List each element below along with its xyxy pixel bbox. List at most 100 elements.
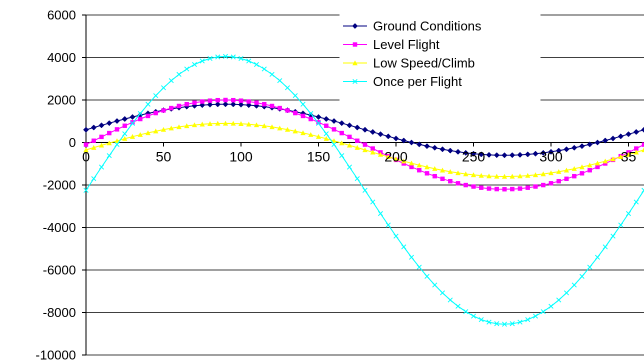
data-point [401,161,406,166]
data-point [246,58,252,64]
data-point [114,118,120,124]
data-point [122,123,127,128]
legend-label: Level Flight [373,37,440,52]
data-point [238,98,244,103]
data-point [160,85,167,91]
data-point [246,99,251,104]
data-point [618,154,624,160]
data-point [339,153,345,159]
data-point [145,130,151,136]
data-point [563,167,570,173]
data-point [439,146,446,153]
data-point [98,164,105,170]
data-point [478,172,484,178]
data-point [176,71,182,77]
data-point [448,178,453,184]
data-point [222,120,229,126]
data-point [222,53,229,59]
data-point [269,71,275,77]
data-point [277,125,283,131]
data-point [432,166,438,171]
data-point [641,187,644,193]
data-point [548,181,554,186]
data-point [463,182,468,188]
data-point [572,173,577,179]
data-point [463,171,469,177]
data-point [323,136,329,141]
data-point [315,134,322,139]
data-point [532,150,539,157]
data-point [207,98,213,103]
data-point [106,153,112,159]
data-point [610,156,616,162]
data-point [617,133,624,140]
data-point [106,140,112,146]
data-point [385,133,392,140]
legend-marker [352,78,358,85]
data-point [579,171,585,176]
data-point [641,142,644,147]
data-point [571,144,578,151]
data-point [509,152,516,159]
y-tick-label: 2000 [47,93,76,108]
data-point [625,131,632,138]
data-point [145,101,151,107]
data-point [354,124,361,131]
data-point [191,61,198,68]
data-point [362,142,368,147]
data-point [455,303,461,309]
data-point [99,134,104,140]
data-point [362,147,368,153]
data-point [122,136,128,141]
data-point [447,169,453,174]
data-point [455,148,461,155]
data-point [230,54,236,60]
data-point [106,120,113,127]
data-point [540,309,546,315]
data-point [563,290,570,296]
legend-label: Once per Flight [373,74,462,89]
data-point [501,173,508,179]
data-point [261,66,267,72]
data-point [230,101,237,108]
data-point [300,113,306,119]
data-point [83,126,89,133]
data-point [634,146,639,151]
data-point [284,85,291,91]
data-point [502,187,507,192]
data-point [548,148,554,155]
data-point [470,313,477,319]
data-point [191,122,198,128]
data-point [501,321,508,327]
data-point [246,121,252,127]
data-point [168,78,174,84]
data-point [130,120,135,125]
data-point [362,126,368,133]
data-point [169,105,174,111]
data-point [408,139,415,146]
legend-item: Low Speed/Climb [343,56,475,71]
data-point [541,182,546,188]
data-point [393,135,399,142]
data-point [432,282,438,288]
legend-item: Level Flight [343,37,440,52]
data-point [300,130,306,136]
data-point [199,121,205,127]
y-tick-label: -8000 [43,305,76,320]
data-point [269,124,275,130]
series-lines [83,53,644,327]
data-point [524,151,531,158]
data-point [292,128,298,134]
data-point [479,185,484,190]
data-point [431,144,438,151]
data-point [393,233,399,239]
data-point [230,120,236,126]
data-point [339,140,345,146]
x-tick-label: 200 [384,149,408,165]
y-tick-label: -4000 [43,220,76,235]
data-point [486,151,492,158]
data-point [447,147,454,154]
data-point [416,162,422,168]
data-point [207,121,213,126]
